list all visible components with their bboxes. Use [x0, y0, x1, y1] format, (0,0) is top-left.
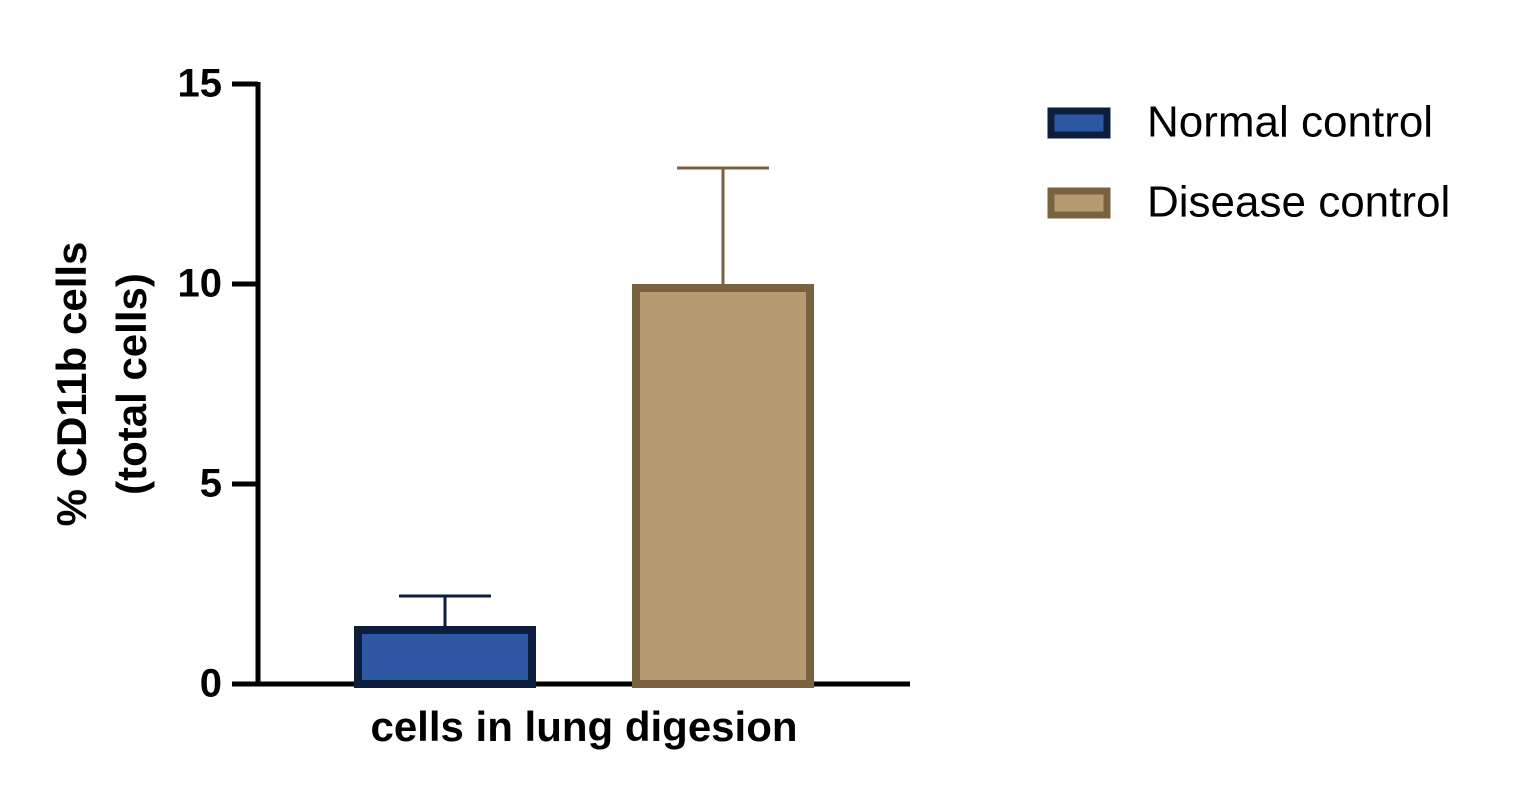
- y-tick-label: 5: [200, 462, 222, 506]
- y-tick-label: 0: [200, 662, 222, 706]
- legend-label: Disease control: [1147, 178, 1450, 227]
- y-axis-label: % CD11b cells: [48, 242, 95, 527]
- bar: [354, 626, 536, 688]
- legend-label: Normal control: [1147, 98, 1433, 147]
- x-tick-label: cells in lung digesion: [370, 703, 797, 750]
- legend-swatch: [1047, 107, 1111, 139]
- legend-swatch: [1047, 187, 1111, 219]
- y-tick-label: 10: [178, 262, 223, 306]
- bar: [632, 284, 814, 688]
- y-tick-label: 15: [178, 62, 223, 106]
- y-axis-label: (total cells): [108, 273, 155, 495]
